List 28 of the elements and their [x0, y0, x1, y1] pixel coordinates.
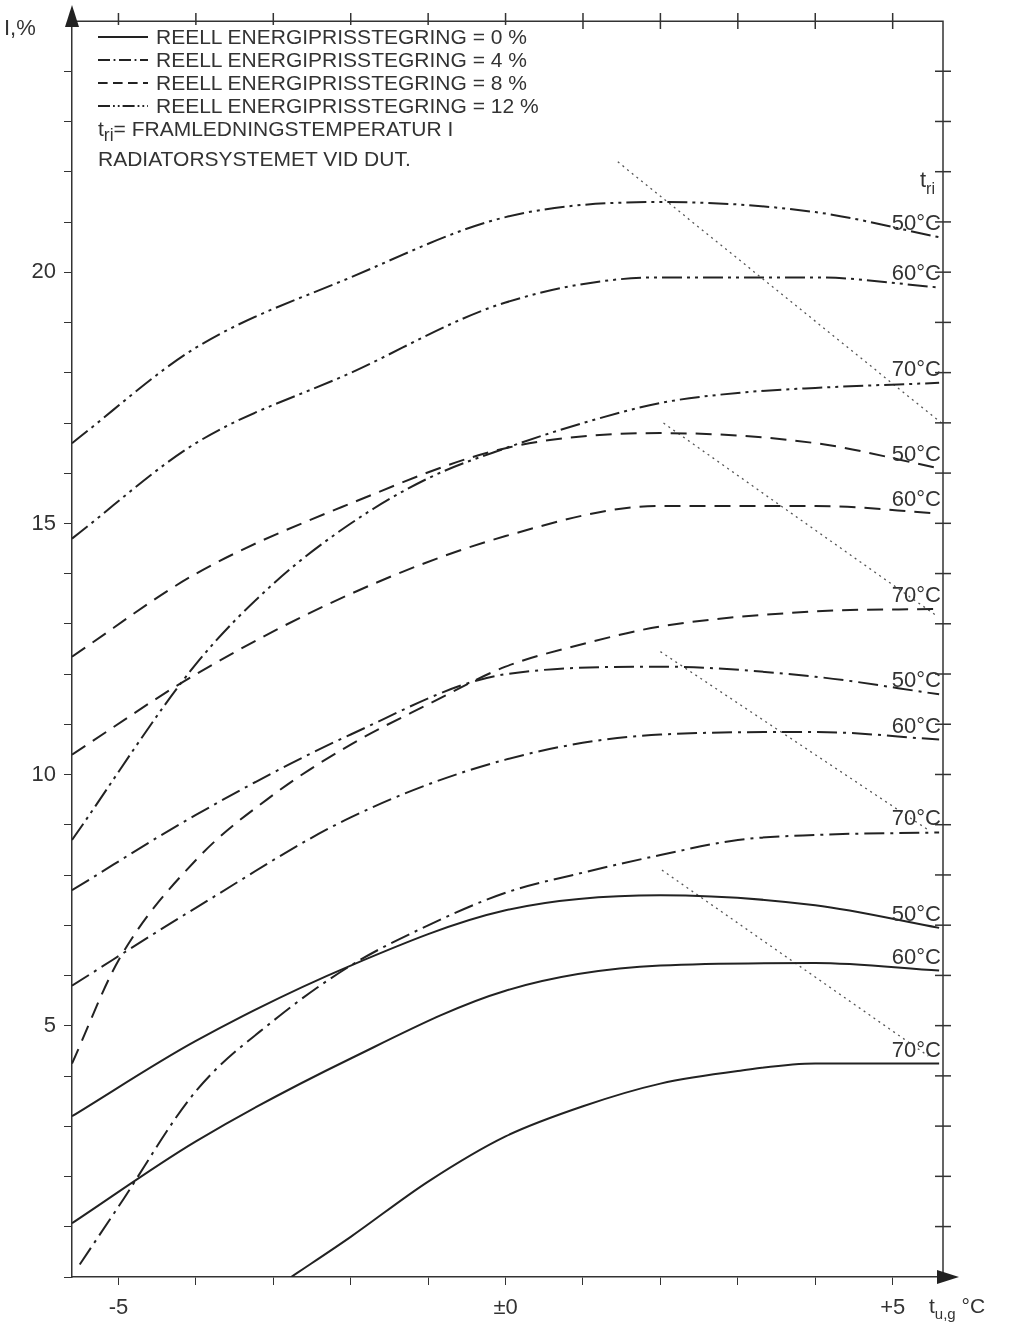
series-label: 50°C [891, 900, 942, 926]
y-axis-title: I,% [4, 15, 36, 41]
series-label: 60°C [891, 486, 942, 512]
y-tick-label: 10 [31, 760, 56, 786]
y-tick-label: 15 [31, 509, 56, 535]
series-label: 60°C [891, 943, 942, 969]
series-label: 70°C [891, 355, 942, 381]
y-tick-label: 5 [43, 1011, 56, 1037]
x-tick-label: -5 [108, 1294, 129, 1320]
annotation: REELL ENERGIPRISSTEGRING = 0 % [156, 25, 527, 49]
line-series [72, 201, 941, 445]
line-series [72, 381, 941, 841]
annotation: REELL ENERGIPRISSTEGRING = 12 % [156, 94, 539, 118]
annotation: REELL ENERGIPRISSTEGRING = 8 % [156, 71, 527, 95]
series-label: 50°C [891, 210, 942, 236]
x-tick-label: +5 [880, 1294, 906, 1320]
y-tick-label: 20 [31, 258, 56, 284]
series-label: 70°C [891, 581, 942, 607]
annotation: REELL ENERGIPRISSTEGRING = 4 % [156, 48, 527, 72]
series-label: 60°C [891, 712, 942, 738]
series-label: 50°C [891, 441, 942, 467]
annotation: t$_{ri}$= FRAMLEDNINGSTEMPERATUR I RADIATORSYSTEMET VID DUT. [98, 117, 455, 171]
series-label: 60°C [891, 260, 942, 286]
series-label: 70°C [891, 805, 942, 831]
series-label: 70°C [891, 1036, 942, 1062]
line-series [290, 1062, 941, 1277]
series-label: 50°C [891, 667, 942, 693]
x-tick-label: ±0 [493, 1294, 518, 1320]
